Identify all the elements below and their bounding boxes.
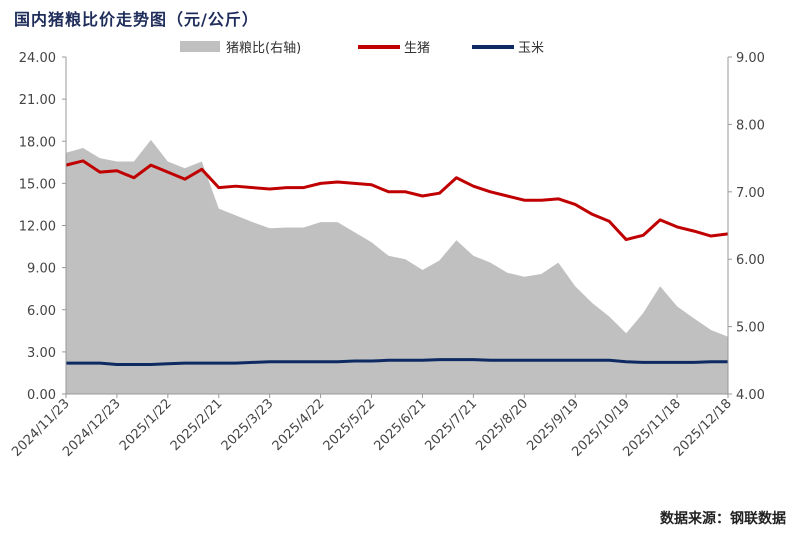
- left-tick-label: 24.00: [19, 51, 56, 66]
- x-tick-label: 2025/1/22: [117, 396, 175, 454]
- chart-title: 国内猪粮比价走势图（元/公斤）: [14, 10, 259, 29]
- left-tick-label: 18.00: [19, 135, 56, 150]
- left-tick-label: 9.00: [27, 262, 56, 277]
- x-tick-label: 2025/7/21: [422, 396, 480, 454]
- left-tick-label: 3.00: [27, 346, 56, 361]
- series-area-pig-grain-ratio: [66, 139, 728, 394]
- left-tick-label: 6.00: [27, 304, 56, 319]
- right-tick-label: 9.00: [736, 51, 765, 66]
- x-tick-label: 2025/5/22: [321, 396, 379, 454]
- right-tick-label: 6.00: [736, 253, 765, 268]
- left-tick-label: 0.00: [27, 388, 56, 403]
- x-tick-label: 2025/4/22: [270, 396, 328, 454]
- left-tick-label: 21.00: [19, 93, 56, 108]
- left-tick-label: 12.00: [19, 220, 56, 235]
- left-tick-label: 15.00: [19, 177, 56, 192]
- x-tick-label: 2025/8/20: [473, 396, 531, 454]
- legend-swatch-area: [180, 41, 220, 52]
- x-tick-label: 2025/2/21: [168, 396, 226, 454]
- right-tick-label: 5.00: [736, 321, 765, 336]
- right-tick-label: 8.00: [736, 118, 765, 133]
- series-line-live-hog: [65, 159, 729, 242]
- x-tick-label: 2025/6/21: [372, 396, 430, 454]
- legend-label: 生猪: [404, 41, 430, 56]
- x-tick-label: 2025/3/23: [219, 396, 277, 454]
- legend-label: 猪粮比(右轴): [226, 41, 301, 56]
- right-tick-label: 7.00: [736, 186, 765, 201]
- right-tick-label: 4.00: [736, 388, 765, 403]
- legend-label: 玉米: [518, 41, 544, 56]
- series-line-corn: [66, 358, 728, 367]
- source-note: 数据来源：钢联数据: [660, 511, 786, 527]
